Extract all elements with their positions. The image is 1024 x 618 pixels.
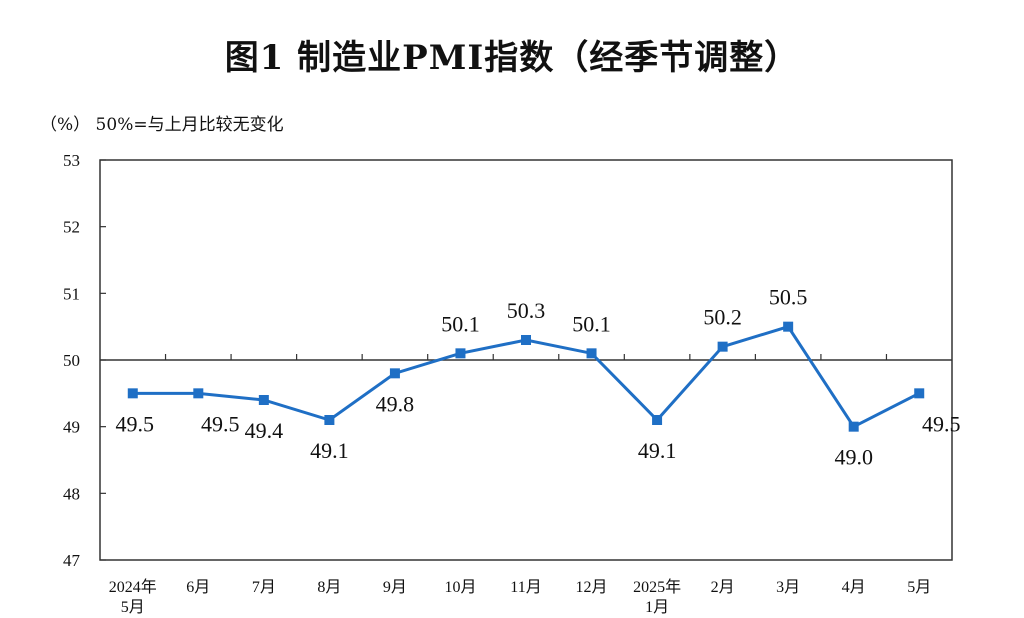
data-point [717, 341, 728, 352]
x-tick-label: 11月 [510, 579, 541, 596]
x-tick-label: 10月 [444, 579, 476, 596]
x-tick-label: 12月 [576, 579, 608, 596]
data-label: 49.5 [116, 411, 155, 436]
x-tick-label: 8月 [317, 579, 341, 596]
data-point [914, 388, 925, 399]
x-tick-label: 9月 [383, 579, 407, 596]
y-tick-label: 52 [63, 218, 80, 237]
data-label: 49.0 [834, 445, 873, 470]
data-point [324, 415, 335, 425]
data-label: 49.4 [245, 418, 284, 443]
x-tick-label: 4月 [842, 579, 866, 596]
x-tick-label: 7月 [252, 579, 276, 596]
data-point [848, 421, 859, 432]
data-label: 50.3 [507, 298, 546, 323]
data-label: 49.1 [310, 438, 349, 463]
data-label: 49.8 [376, 391, 415, 416]
unit-note: （%） 50%=与上月比较无变化 [40, 115, 284, 135]
data-point [521, 335, 531, 345]
data-label: 50.1 [572, 311, 611, 336]
data-point [652, 415, 663, 425]
chart-title: 图1 制造业PMI指数（经季节调整） [224, 38, 800, 78]
x-tick-label: 5月 [121, 599, 145, 614]
x-tick-label: 2025年 [633, 578, 681, 596]
data-label: 50.2 [703, 305, 742, 330]
data-label: 50.1 [441, 311, 480, 336]
x-tick-label: 3月 [776, 579, 800, 596]
data-point [127, 388, 138, 399]
data-point [193, 388, 204, 399]
y-tick-label: 49 [63, 418, 80, 437]
y-tick-label: 50 [63, 351, 80, 370]
y-tick-label: 47 [63, 551, 81, 570]
x-tick-label: 2024年 [109, 578, 157, 596]
y-tick-label: 51 [63, 284, 80, 303]
data-point [258, 395, 269, 405]
data-label: 49.5 [201, 411, 240, 436]
x-tick-label: 5月 [907, 579, 931, 596]
data-label: 49.1 [638, 438, 677, 463]
data-point [455, 348, 466, 359]
x-tick-label: 6月 [186, 579, 210, 596]
y-tick-label: 53 [63, 151, 80, 170]
data-point [389, 368, 400, 379]
y-tick-label: 48 [63, 484, 80, 503]
data-point [783, 321, 794, 332]
x-tick-label: 1月 [645, 599, 669, 614]
x-tick-label: 2月 [711, 579, 735, 596]
data-label: 49.5 [922, 411, 961, 436]
data-point [586, 348, 597, 359]
data-label: 50.5 [769, 285, 808, 310]
